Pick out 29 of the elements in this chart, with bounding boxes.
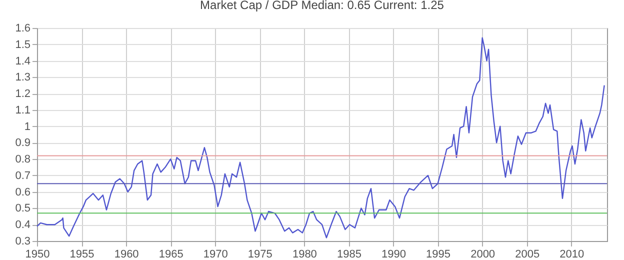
x-tick-label: 1975 <box>248 248 272 260</box>
y-tick-label: 1.5 <box>15 38 30 51</box>
line-series <box>36 37 605 238</box>
y-tick-label: 0.3 <box>15 236 30 248</box>
x-tick-label: 1970 <box>203 248 228 260</box>
x-tick-label: 2005 <box>515 248 540 260</box>
y-tick-label: 1.2 <box>15 88 30 100</box>
y-tick-label: 0.7 <box>15 170 30 182</box>
chart-title: Market Cap / GDP Median: 0.65 Current: 1.25 <box>200 0 444 12</box>
y-tick-label: 0.9 <box>15 137 30 150</box>
x-tick-label: 2000 <box>470 248 496 260</box>
x-tick-label: 2010 <box>560 248 584 260</box>
y-tick-label: 1.3 <box>15 72 30 84</box>
y-tick-label: 0.8 <box>15 154 30 166</box>
y-tick-label: 1 <box>24 120 30 133</box>
y-tick-label: 1.1 <box>15 104 30 116</box>
y-tick-label: 0.4 <box>15 219 30 232</box>
x-tick-label: 1985 <box>336 248 362 260</box>
y-tick-label: 0.6 <box>15 186 30 198</box>
x-tick-label: 1965 <box>158 248 184 260</box>
x-tick-label: 1980 <box>292 248 317 260</box>
x-tick-label: 1955 <box>70 248 94 260</box>
x-tick-label: 1995 <box>426 248 451 260</box>
y-tick-label: 0.5 <box>15 202 30 215</box>
x-tick-label: 1990 <box>382 248 406 260</box>
x-tick-label: 1950 <box>25 248 50 260</box>
y-tick-label: 1.6 <box>15 22 30 34</box>
y-tick-label: 1.4 <box>15 55 30 68</box>
x-tick-label: 1960 <box>114 248 139 260</box>
